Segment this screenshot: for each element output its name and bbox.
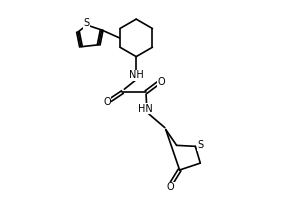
Text: NH: NH — [129, 70, 144, 80]
Text: O: O — [167, 182, 175, 192]
Text: S: S — [197, 140, 203, 150]
Text: HN: HN — [138, 104, 152, 114]
Text: O: O — [158, 77, 165, 87]
Text: O: O — [103, 97, 111, 107]
Text: S: S — [84, 18, 90, 28]
